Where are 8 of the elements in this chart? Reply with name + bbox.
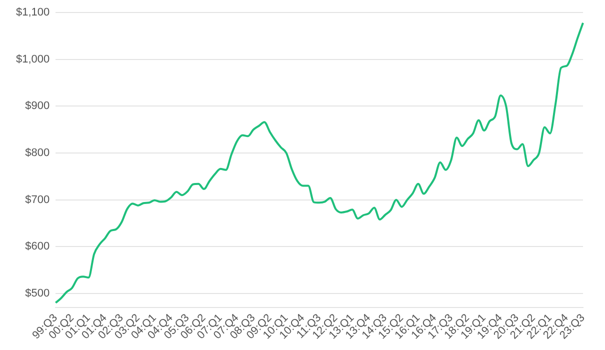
y-tick-label: $600 <box>25 240 50 253</box>
y-tick-label: $500 <box>25 287 50 300</box>
y-tick-label: $1,100 <box>16 6 50 19</box>
y-tick-label: $800 <box>25 147 50 160</box>
line-series <box>54 22 584 304</box>
y-tick-label: $700 <box>25 194 50 206</box>
y-tick-label: $900 <box>25 100 50 112</box>
y-tick-label: $1,000 <box>16 53 50 66</box>
